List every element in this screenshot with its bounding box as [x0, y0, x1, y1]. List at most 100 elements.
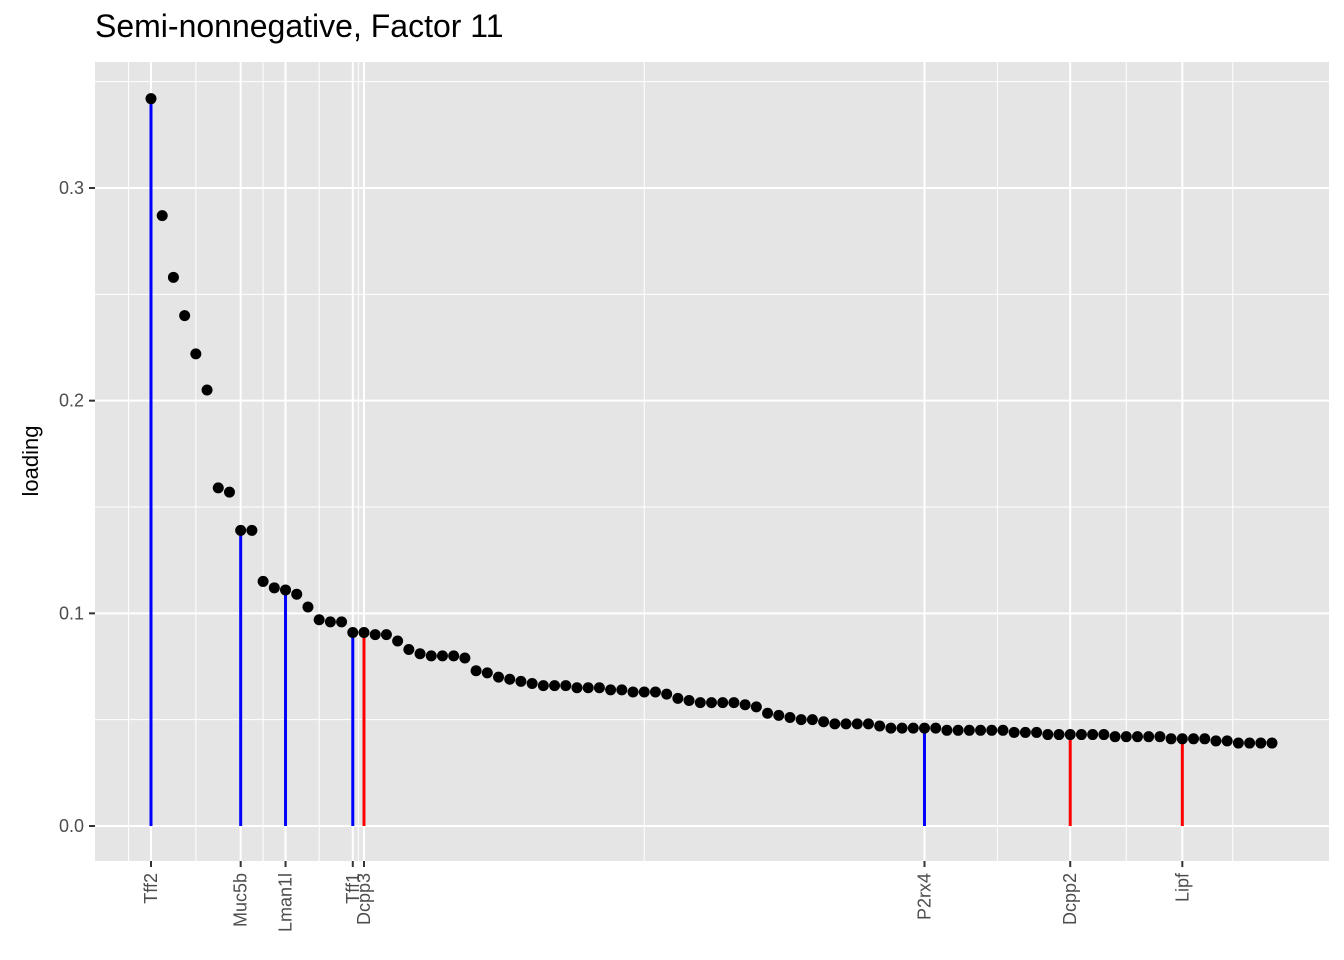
y-tick-label: 0.0 [59, 816, 84, 836]
data-point [493, 671, 505, 683]
data-point [717, 697, 729, 709]
data-point [459, 652, 471, 664]
data-point [470, 665, 482, 677]
data-point [481, 667, 493, 679]
data-point [1019, 726, 1031, 738]
data-point [773, 709, 785, 721]
data-point [739, 699, 751, 711]
data-point [1221, 735, 1233, 747]
data-point [672, 692, 684, 704]
data-point [246, 524, 258, 536]
x-tick-label-dcpp3: Dcpp3 [354, 873, 374, 925]
data-point [941, 724, 953, 736]
data-point [930, 722, 942, 734]
data-point [1210, 735, 1222, 747]
data-point [1266, 737, 1278, 749]
plot-panel [95, 62, 1329, 861]
data-point [918, 722, 930, 734]
x-tick-label-p2rx4: P2rx4 [914, 873, 934, 920]
data-point [627, 686, 639, 698]
chart-title: Semi-nonnegative, Factor 11 [95, 8, 504, 44]
data-point [683, 695, 695, 707]
data-point [1008, 726, 1020, 738]
data-point [425, 650, 437, 662]
data-point [762, 707, 774, 719]
data-point [1232, 737, 1244, 749]
data-point [997, 724, 1009, 736]
data-point [145, 93, 157, 105]
data-point [1042, 729, 1054, 741]
data-point [1154, 731, 1166, 743]
data-point [212, 482, 224, 494]
data-point [728, 697, 740, 709]
data-point [1131, 731, 1143, 743]
data-point [358, 626, 370, 638]
data-point [593, 682, 605, 694]
data-point [223, 486, 235, 498]
data-point [840, 718, 852, 730]
data-point [851, 718, 863, 730]
data-point [436, 650, 448, 662]
y-axis-title: loading [18, 426, 43, 497]
x-tick-label-muc5b: Muc5b [231, 873, 251, 927]
data-point [392, 635, 404, 647]
data-point [179, 310, 191, 322]
data-point [268, 582, 280, 594]
data-point [582, 682, 594, 694]
data-point [818, 716, 830, 728]
data-point [526, 678, 538, 690]
data-point [1120, 731, 1132, 743]
data-point [537, 680, 549, 692]
data-point [291, 588, 303, 600]
data-point [907, 722, 919, 734]
data-point [795, 714, 807, 726]
data-point [201, 384, 213, 396]
data-point [1199, 733, 1211, 745]
data-point [1075, 729, 1087, 741]
data-point [1143, 731, 1155, 743]
data-point [336, 616, 348, 628]
data-point [784, 712, 796, 724]
data-point [975, 724, 987, 736]
data-point [302, 601, 314, 613]
data-point [649, 686, 661, 698]
data-point [560, 680, 572, 692]
data-point [235, 524, 247, 536]
data-point [571, 682, 583, 694]
data-point [347, 626, 359, 638]
data-point [605, 684, 617, 696]
data-point [1188, 733, 1200, 745]
data-point [156, 210, 168, 222]
data-point [694, 697, 706, 709]
data-point [1064, 729, 1076, 741]
data-point [403, 643, 415, 655]
data-point [1098, 729, 1110, 741]
data-point [414, 648, 426, 660]
data-point [257, 575, 269, 587]
data-point [963, 724, 975, 736]
data-point [1031, 726, 1043, 738]
data-point [549, 680, 561, 692]
data-point [638, 686, 650, 698]
x-tick-label-lipf: Lipf [1172, 872, 1192, 902]
data-point [874, 720, 886, 732]
data-point [661, 688, 673, 700]
data-point [986, 724, 998, 736]
data-points [145, 93, 1278, 749]
data-point [1244, 737, 1256, 749]
x-tick-label-tff2: Tff2 [141, 873, 161, 904]
data-point [1087, 729, 1099, 741]
data-point [616, 684, 628, 696]
data-point [896, 722, 908, 734]
data-point [706, 697, 717, 709]
data-point [324, 616, 336, 628]
data-point [1165, 733, 1177, 745]
y-tick-label: 0.2 [59, 391, 84, 411]
data-point [1176, 733, 1188, 745]
data-point [167, 271, 179, 283]
data-point [280, 584, 292, 596]
x-tick-label-tff1: Tff1 [343, 873, 363, 904]
x-tick-label-lman1l: Lman1l [276, 873, 296, 932]
